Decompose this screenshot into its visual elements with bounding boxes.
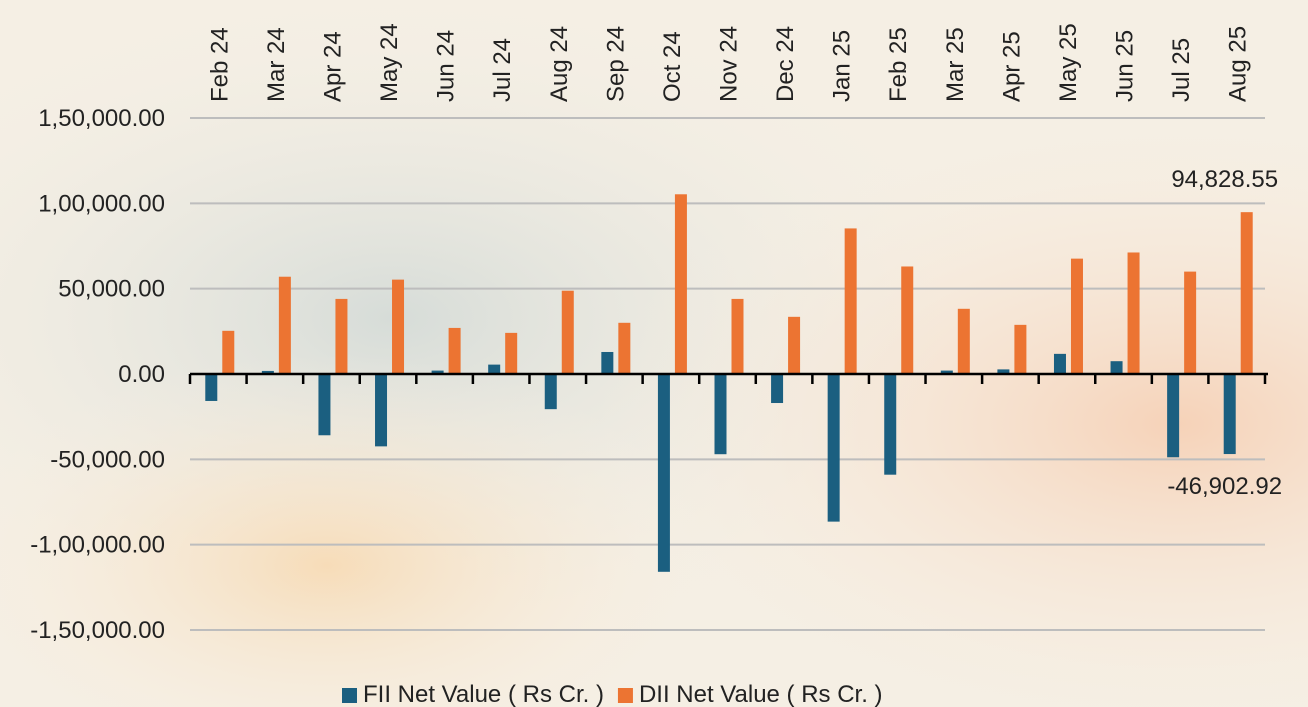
x-tick-label: Jul 24 (489, 38, 516, 102)
x-tick-label: Oct 24 (659, 31, 686, 102)
bar (714, 374, 727, 455)
x-tick-label: Dec 24 (772, 26, 799, 102)
bar (827, 374, 840, 522)
bar (618, 322, 631, 374)
bar (375, 374, 388, 447)
bar (884, 374, 897, 475)
y-tick-label: 50,000.00 (58, 276, 165, 303)
bar (601, 351, 614, 374)
bar (431, 370, 444, 374)
plot: -1,50,000.00 -1,00,000.00 -50,000.00 0.00 50… (30, 23, 1282, 707)
bar (674, 194, 687, 374)
x-tick-label: Feb 25 (885, 27, 912, 102)
bar (1110, 361, 1123, 374)
bar (448, 327, 461, 374)
legend-label: DII Net Value ( Rs Cr. ) (639, 681, 883, 707)
y-tick-label: 1,00,000.00 (38, 190, 165, 217)
bar (997, 369, 1010, 374)
y-tick-label: -1,00,000.00 (30, 532, 165, 559)
bar (222, 330, 235, 374)
bar (318, 374, 331, 436)
x-tick-label: Feb 24 (206, 27, 233, 102)
x-tick-label: Jul 25 (1168, 38, 1195, 102)
bar (205, 374, 218, 401)
x-tick-label: Aug 25 (1225, 26, 1252, 102)
bar (1070, 258, 1083, 374)
bar (505, 332, 518, 374)
bar (901, 266, 914, 374)
bar (261, 370, 274, 374)
x-tick-label: Apr 24 (319, 31, 346, 102)
bar (1223, 374, 1236, 455)
data-label: -46,902.92 (1167, 473, 1282, 500)
bar (392, 279, 405, 374)
x-tick-label: Jan 25 (829, 30, 856, 102)
legend-swatch (342, 688, 357, 703)
x-tick-label: Aug 24 (546, 26, 573, 102)
bar (488, 364, 501, 374)
bar (1240, 212, 1253, 374)
bar (1053, 353, 1066, 374)
x-tick-label: Apr 25 (998, 31, 1025, 102)
bar (278, 276, 291, 374)
bar (957, 308, 970, 374)
x-tick-label: Sep 24 (602, 26, 629, 102)
bar (1167, 374, 1180, 458)
bar (1127, 252, 1140, 374)
x-tick-label: Mar 25 (942, 27, 969, 102)
bar (731, 298, 744, 374)
y-tick-label: 1,50,000.00 (38, 105, 165, 132)
x-tick-label: May 24 (376, 23, 403, 102)
x-tick-label: Nov 24 (716, 26, 743, 102)
bar (1184, 271, 1197, 374)
legend-label: FII Net Value ( Rs Cr. ) (363, 681, 604, 707)
bar (788, 316, 801, 374)
bar (771, 374, 784, 404)
y-tick-label: 0.00 (118, 361, 165, 388)
bar (1014, 324, 1027, 374)
y-tick-label: -1,50,000.00 (30, 617, 165, 644)
bar (844, 228, 857, 374)
x-tick-label: Jun 25 (1112, 30, 1139, 102)
bar (544, 374, 557, 410)
legend-swatch (617, 688, 633, 703)
x-tick-label: May 25 (1055, 23, 1082, 102)
data-label: 94,828.55 (1171, 166, 1278, 193)
bar (940, 370, 953, 374)
y-tick-label: -50,000.00 (50, 446, 165, 473)
bar (657, 374, 670, 572)
x-tick-label: Jun 24 (433, 30, 460, 102)
bar (561, 290, 574, 374)
bar (335, 298, 348, 374)
x-tick-label: Mar 24 (263, 27, 290, 102)
